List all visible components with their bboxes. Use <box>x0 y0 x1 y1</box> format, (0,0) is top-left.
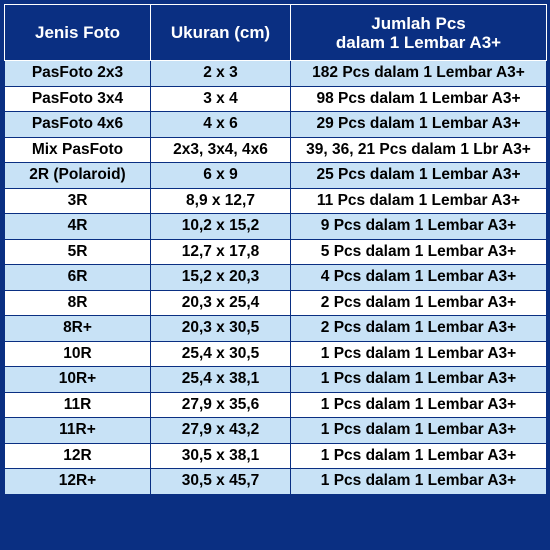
cell-ukuran: 27,9 x 43,2 <box>150 417 291 444</box>
cell-jenis-foto: PasFoto 2x3 <box>4 60 151 87</box>
table-row: Mix PasFoto 2x3, 3x4, 4x6 39, 36, 21 Pcs d… <box>4 136 547 163</box>
cell-jenis-foto: 3R <box>4 187 151 214</box>
cell-jenis-foto: 8R <box>4 289 151 316</box>
cell-ukuran: 3 x 4 <box>150 85 291 112</box>
table-row: PasFoto 4x6 4 x 6 29 Pcs dalam 1 Lembar A3… <box>4 111 547 138</box>
cell-ukuran: 4 x 6 <box>150 111 291 138</box>
cell-jumlah-pcs: 2 Pcs dalam 1 Lembar A3+ <box>290 315 547 342</box>
header-jenis-foto: Jenis Foto <box>4 4 151 61</box>
cell-jenis-foto: 2R (Polaroid) <box>4 162 151 189</box>
table-row: 12R+ 30,5 x 45,7 1 Pcs dalam 1 Lembar A3+ <box>4 468 547 495</box>
cell-jenis-foto: PasFoto 3x4 <box>4 85 151 112</box>
cell-ukuran: 10,2 x 15,2 <box>150 213 291 240</box>
cell-jumlah-pcs: 1 Pcs dalam 1 Lembar A3+ <box>290 340 547 367</box>
cell-ukuran: 6 x 9 <box>150 162 291 189</box>
cell-jenis-foto: 4R <box>4 213 151 240</box>
cell-jenis-foto: 10R+ <box>4 366 151 393</box>
photo-size-table: Jenis Foto Ukuran (cm) Jumlah Pcs dalam … <box>4 4 547 495</box>
cell-ukuran: 30,5 x 45,7 <box>150 468 291 495</box>
cell-jenis-foto: 5R <box>4 238 151 265</box>
cell-jumlah-pcs: 11 Pcs dalam 1 Lembar A3+ <box>290 187 547 214</box>
header-ukuran: Ukuran (cm) <box>150 4 291 61</box>
table-header-row: Jenis Foto Ukuran (cm) Jumlah Pcs dalam … <box>4 4 547 61</box>
cell-jumlah-pcs: 1 Pcs dalam 1 Lembar A3+ <box>290 468 547 495</box>
table-row: 11R 27,9 x 35,6 1 Pcs dalam 1 Lembar A3+ <box>4 391 547 418</box>
table-body: PasFoto 2x3 2 x 3 182 Pcs dalam 1 Lembar A… <box>4 60 547 495</box>
table-row: 8R+ 20,3 x 30,5 2 Pcs dalam 1 Lembar A3+ <box>4 315 547 342</box>
table-row: 3R 8,9 x 12,7 11 Pcs dalam 1 Lembar A3+ <box>4 187 547 214</box>
cell-jumlah-pcs: 4 Pcs dalam 1 Lembar A3+ <box>290 264 547 291</box>
cell-jenis-foto: Mix PasFoto <box>4 136 151 163</box>
cell-ukuran: 30,5 x 38,1 <box>150 442 291 469</box>
cell-jumlah-pcs: 29 Pcs dalam 1 Lembar A3+ <box>290 111 547 138</box>
table-row: 12R 30,5 x 38,1 1 Pcs dalam 1 Lembar A3+ <box>4 442 547 469</box>
cell-ukuran: 20,3 x 30,5 <box>150 315 291 342</box>
cell-ukuran: 15,2 x 20,3 <box>150 264 291 291</box>
table-row: 11R+ 27,9 x 43,2 1 Pcs dalam 1 Lembar A3+ <box>4 417 547 444</box>
cell-jenis-foto: 12R <box>4 442 151 469</box>
cell-jumlah-pcs: 98 Pcs dalam 1 Lembar A3+ <box>290 85 547 112</box>
cell-jumlah-pcs: 25 Pcs dalam 1 Lembar A3+ <box>290 162 547 189</box>
cell-jenis-foto: 10R <box>4 340 151 367</box>
table-row: 10R 25,4 x 30,5 1 Pcs dalam 1 Lembar A3+ <box>4 340 547 367</box>
table-row: PasFoto 3x4 3 x 4 98 Pcs dalam 1 Lembar A3… <box>4 85 547 112</box>
cell-ukuran: 12,7 x 17,8 <box>150 238 291 265</box>
cell-jumlah-pcs: 1 Pcs dalam 1 Lembar A3+ <box>290 391 547 418</box>
cell-jumlah-pcs: 2 Pcs dalam 1 Lembar A3+ <box>290 289 547 316</box>
cell-ukuran: 2x3, 3x4, 4x6 <box>150 136 291 163</box>
table-row: 5R 12,7 x 17,8 5 Pcs dalam 1 Lembar A3+ <box>4 238 547 265</box>
cell-jumlah-pcs: 5 Pcs dalam 1 Lembar A3+ <box>290 238 547 265</box>
cell-jumlah-pcs: 39, 36, 21 Pcs dalam 1 Lbr A3+ <box>290 136 547 163</box>
cell-jumlah-pcs: 1 Pcs dalam 1 Lembar A3+ <box>290 366 547 393</box>
cell-jumlah-pcs: 1 Pcs dalam 1 Lembar A3+ <box>290 417 547 444</box>
header-jumlah-line1: Jumlah Pcs <box>371 13 466 33</box>
cell-jumlah-pcs: 1 Pcs dalam 1 Lembar A3+ <box>290 442 547 469</box>
table-row: 8R 20,3 x 25,4 2 Pcs dalam 1 Lembar A3+ <box>4 289 547 316</box>
table-row: 2R (Polaroid) 6 x 9 25 Pcs dalam 1 Lembar … <box>4 162 547 189</box>
cell-jenis-foto: 11R <box>4 391 151 418</box>
cell-ukuran: 25,4 x 30,5 <box>150 340 291 367</box>
cell-jenis-foto: PasFoto 4x6 <box>4 111 151 138</box>
table-row: 10R+ 25,4 x 38,1 1 Pcs dalam 1 Lembar A3+ <box>4 366 547 393</box>
cell-jenis-foto: 6R <box>4 264 151 291</box>
table-row: 4R 10,2 x 15,2 9 Pcs dalam 1 Lembar A3+ <box>4 213 547 240</box>
cell-jenis-foto: 8R+ <box>4 315 151 342</box>
cell-ukuran: 25,4 x 38,1 <box>150 366 291 393</box>
cell-jenis-foto: 12R+ <box>4 468 151 495</box>
cell-jumlah-pcs: 9 Pcs dalam 1 Lembar A3+ <box>290 213 547 240</box>
header-jumlah-pcs: Jumlah Pcs dalam 1 Lembar A3+ <box>290 4 547 61</box>
header-jumlah-line2: dalam 1 Lembar A3+ <box>335 32 502 52</box>
table-row: PasFoto 2x3 2 x 3 182 Pcs dalam 1 Lembar A… <box>4 60 547 87</box>
cell-ukuran: 20,3 x 25,4 <box>150 289 291 316</box>
cell-ukuran: 8,9 x 12,7 <box>150 187 291 214</box>
cell-ukuran: 2 x 3 <box>150 60 291 87</box>
table-row: 6R 15,2 x 20,3 4 Pcs dalam 1 Lembar A3+ <box>4 264 547 291</box>
cell-jumlah-pcs: 182 Pcs dalam 1 Lembar A3+ <box>290 60 547 87</box>
cell-jenis-foto: 11R+ <box>4 417 151 444</box>
cell-ukuran: 27,9 x 35,6 <box>150 391 291 418</box>
